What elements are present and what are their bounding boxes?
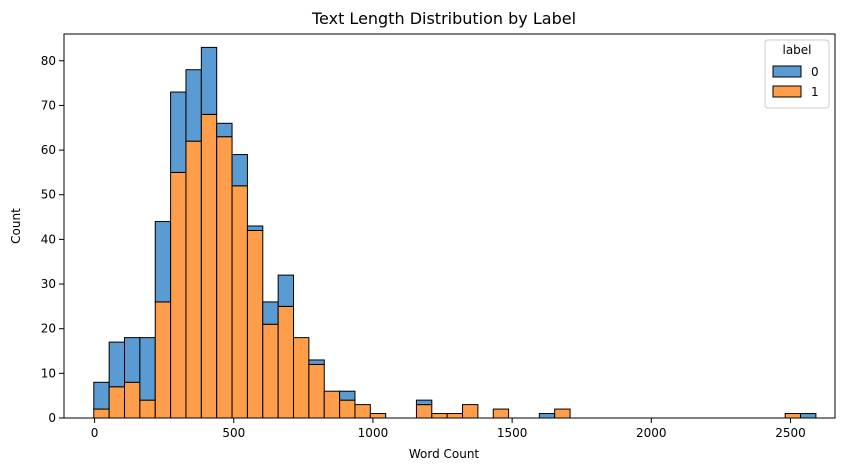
bar-label-1-bin-6	[185, 140, 202, 419]
bar-label-0-bin-9	[231, 154, 248, 187]
x-axis: 0 500 1000 1500 2000 2500	[91, 418, 806, 440]
y-tick-label: 10	[41, 366, 56, 380]
bar-label-0-bin-4	[154, 221, 172, 303]
y-tick-label: 30	[41, 277, 56, 291]
bar-label-0-bin-7	[200, 46, 218, 115]
y-tick-label: 50	[41, 188, 56, 202]
bar-label-1-bin-14	[308, 363, 325, 419]
plot-area	[93, 46, 817, 419]
bar-label-1-bin-7	[200, 113, 218, 419]
bar-label-1-bin-0	[93, 408, 110, 419]
bar-label-0-bin-29	[538, 413, 556, 419]
bar-label-0-bin-11	[262, 301, 279, 325]
bar-label-1-bin-8	[216, 136, 233, 419]
bar-label-0-bin-6	[185, 69, 202, 142]
legend-entry-label-1: 1	[811, 85, 819, 99]
bar-label-1-bin-18	[369, 413, 387, 419]
bar-label-1-bin-13	[293, 337, 310, 419]
x-tick-label: 1500	[497, 426, 528, 440]
bar-label-1-bin-16	[339, 399, 356, 419]
bar-label-0-bin-2	[124, 337, 141, 383]
y-axis: 0 10 20 30 40 50 60 70 80	[41, 54, 64, 425]
bar-label-1-bin-21	[415, 404, 433, 419]
x-tick-label: 2500	[775, 426, 806, 440]
legend-swatch-label-0	[772, 65, 802, 78]
bar-label-1-bin-30	[554, 408, 571, 419]
bar-label-1-bin-23	[446, 413, 464, 419]
y-tick-label: 20	[41, 322, 56, 336]
bar-label-0-bin-46	[800, 413, 817, 419]
bar-label-1-bin-2	[124, 381, 141, 419]
legend-entry-label-0: 0	[811, 65, 819, 79]
bar-label-1-bin-24	[462, 404, 479, 419]
bar-label-0-bin-1	[108, 341, 126, 388]
x-tick-label: 2000	[636, 426, 667, 440]
y-tick-label: 70	[41, 98, 56, 112]
y-axis-label: Count	[9, 208, 23, 244]
bar-label-1-bin-15	[323, 390, 341, 419]
y-tick-label: 80	[41, 54, 56, 68]
bar-label-0-bin-14	[308, 359, 325, 365]
bar-label-1-bin-9	[231, 185, 248, 419]
x-tick-label: 1000	[358, 426, 389, 440]
bar-label-1-bin-45	[784, 413, 802, 419]
bar-label-1-bin-26	[492, 408, 510, 419]
bar-label-1-bin-3	[139, 399, 156, 419]
bar-label-1-bin-17	[354, 404, 371, 419]
y-tick-label: 0	[48, 411, 56, 425]
bar-label-0-bin-10	[246, 225, 264, 231]
legend-title: label	[782, 43, 811, 57]
plot-frame	[63, 33, 836, 419]
y-tick-label: 40	[41, 232, 56, 246]
bar-label-0-bin-3	[139, 337, 156, 401]
bar-label-0-bin-21	[415, 399, 433, 406]
bar-label-1-bin-22	[431, 413, 448, 419]
bar-label-0-bin-0	[93, 381, 110, 410]
x-tick-label: 500	[222, 426, 245, 440]
bar-label-1-bin-5	[170, 171, 187, 419]
bar-label-0-bin-8	[216, 122, 233, 138]
x-tick-label: 0	[91, 426, 99, 440]
bar-label-0-bin-16	[339, 390, 356, 401]
legend: label 0 1	[764, 39, 830, 109]
bar-label-0-bin-12	[277, 274, 295, 307]
legend-swatch-label-1	[772, 85, 802, 98]
bar-label-0-bin-5	[170, 91, 187, 173]
chart-title: Text Length Distribution by Label	[311, 9, 576, 28]
y-tick-label: 60	[41, 143, 56, 157]
bar-label-1-bin-1	[108, 386, 126, 419]
bar-label-1-bin-12	[277, 305, 295, 419]
bar-label-1-bin-11	[262, 323, 279, 419]
bar-label-1-bin-4	[154, 301, 172, 419]
bar-label-1-bin-10	[246, 229, 264, 419]
x-axis-label: Word Count	[409, 447, 480, 461]
